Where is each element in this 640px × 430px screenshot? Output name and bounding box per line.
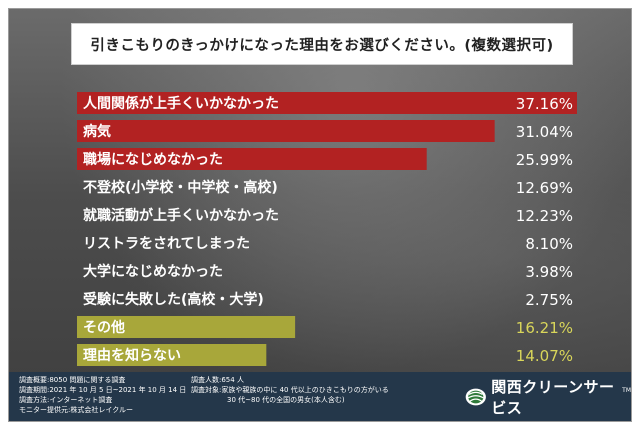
monitor-provider: モニター提供元:株式会社レイクルー — [19, 406, 134, 414]
bar-label-3: 不登校(小学校・中学校・高校) — [83, 179, 278, 196]
bar-value-3: 12.69% — [516, 179, 573, 197]
bar-label-0: 人間関係が上手くいかなかった — [83, 95, 279, 112]
bar-value-8: 16.21% — [516, 319, 573, 337]
question-title-box: 引きこもりのきっかけになった理由をお選びください。(複数選択可) — [71, 23, 573, 65]
infographic-panel: 引きこもりのきっかけになった理由をお選びください。(複数選択可) 人間関係が上手… — [8, 8, 632, 422]
bar-value-2: 25.99% — [516, 151, 573, 169]
company-logo: 関西クリーンサービス TM — [464, 378, 631, 417]
bar-0 — [77, 92, 577, 114]
bar-label-1: 病気 — [83, 123, 111, 140]
bar-label-9: 理由を知らない — [83, 347, 181, 364]
survey-method: 調査方法:インターネット調査 — [19, 396, 113, 404]
survey-period: 調査期間:2021 年 10 月 5 日~2021 年 10 月 14 日 — [19, 386, 187, 394]
bar-value-9: 14.07% — [516, 347, 573, 365]
bar-value-4: 12.23% — [516, 207, 573, 225]
bar-1 — [77, 120, 495, 142]
bar-chart: 人間関係が上手くいかなかった 37.16% 病気 31.04% 職場になじめなかった 25… — [77, 92, 577, 366]
survey-overview: 調査概要:8050 問題に関する調査 — [19, 376, 126, 384]
bar-label-4: 就職活動が上手くいかなかった — [83, 207, 279, 224]
logo-text: 関西クリーンサービス — [491, 378, 615, 417]
survey-target-line1: 調査対象:家族や親族の中に 40 代以上のひきこもりの方がいる — [191, 386, 389, 394]
bar-label-2: 職場になじめなかった — [83, 151, 223, 168]
bar-9 — [77, 344, 267, 366]
bar-value-5: 8.10% — [525, 235, 573, 253]
bar-value-1: 31.04% — [516, 123, 573, 141]
footer-info: 調査概要:8050 問題に関する調査 調査期間:2021 年 10 月 5 日~… — [9, 372, 631, 421]
bar-label-7: 受験に失敗した(高校・大学) — [83, 291, 264, 308]
logo-trademark: TM — [622, 387, 631, 394]
survey-count: 調査人数:654 人 — [191, 376, 244, 384]
bar-value-0: 37.16% — [516, 95, 573, 113]
bar-label-8: その他 — [83, 319, 125, 336]
bar-8 — [77, 316, 296, 338]
bar-value-6: 3.98% — [525, 263, 573, 281]
bar-value-7: 2.75% — [525, 291, 573, 309]
survey-target-line2: 30 代~80 代の全国の男女(本人含む) — [227, 396, 345, 404]
question-title: 引きこもりのきっかけになった理由をお選びください。(複数選択可) — [90, 37, 554, 54]
bar-label-6: 大学になじめなかった — [83, 263, 223, 280]
bar-2 — [77, 148, 427, 170]
globe-logo-icon — [465, 388, 486, 406]
bar-label-5: リストラをされてしまった — [83, 236, 250, 252]
